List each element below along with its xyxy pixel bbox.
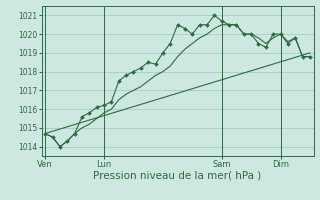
X-axis label: Pression niveau de la mer( hPa ): Pression niveau de la mer( hPa ) xyxy=(93,171,262,181)
